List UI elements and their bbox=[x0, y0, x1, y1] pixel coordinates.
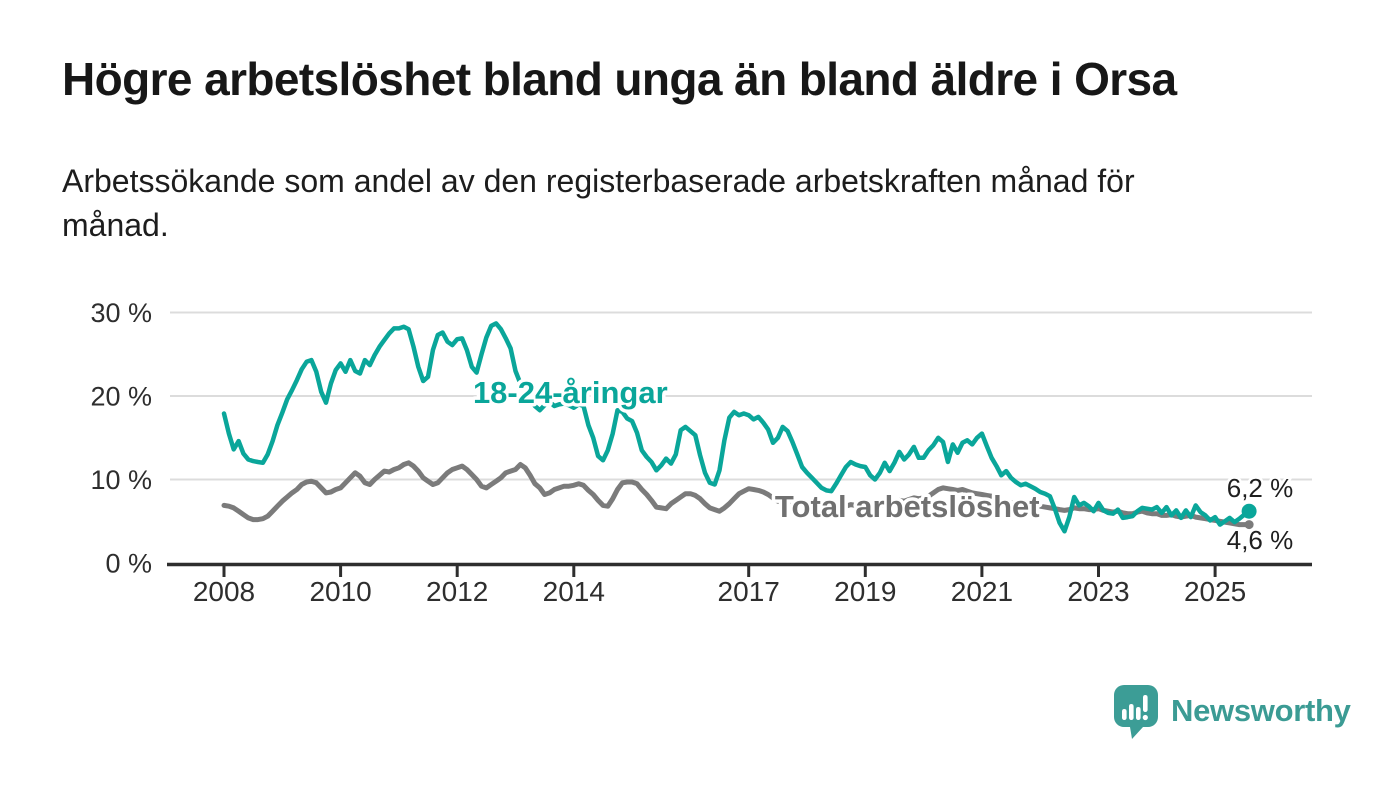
series-label-total: Total arbetslöshet bbox=[775, 489, 1040, 524]
y-tick-label-10: 10 % bbox=[90, 465, 152, 495]
series-end-dot-total bbox=[1244, 520, 1254, 530]
chart-subtitle: Arbetssökande som andel av den registerb… bbox=[62, 160, 1135, 248]
page-title: Högre arbetslöshet bland unga än bland ä… bbox=[62, 53, 1177, 105]
x-tick-label-2017: 2017 bbox=[718, 576, 780, 607]
x-tick-label-2008: 2008 bbox=[193, 576, 255, 607]
value-label-total: 4,6 % bbox=[1227, 525, 1294, 555]
subtitle-line-1: Arbetssökande som andel av den registerb… bbox=[62, 163, 1135, 199]
x-tick-label-2014: 2014 bbox=[543, 576, 605, 607]
x-tick-label-2019: 2019 bbox=[834, 576, 896, 607]
brand-name: Newsworthy bbox=[1171, 693, 1351, 728]
y-tick-label-20: 20 % bbox=[90, 382, 152, 412]
series-line-total bbox=[221, 460, 1252, 528]
newsworthy-logo-icon bbox=[1114, 685, 1158, 739]
value-label-young: 6,2 % bbox=[1227, 473, 1294, 503]
logo-bar-3 bbox=[1136, 707, 1141, 720]
series-label-young: 18-24-åringar bbox=[473, 375, 668, 410]
y-tick-label-0: 0 % bbox=[105, 549, 152, 579]
series-line-young bbox=[221, 321, 1252, 534]
logo-bar-1 bbox=[1122, 709, 1127, 720]
x-tick-label-2021: 2021 bbox=[951, 576, 1013, 607]
logo-exclamation-dot bbox=[1142, 714, 1148, 721]
subtitle-line-2: månad. bbox=[62, 206, 169, 243]
y-tick-label-30: 30 % bbox=[90, 298, 152, 328]
x-tick-label-2023: 2023 bbox=[1067, 576, 1129, 607]
logo-exclamation-bar bbox=[1143, 695, 1148, 712]
x-tick-label-2025: 2025 bbox=[1184, 576, 1246, 607]
series-end-dot-young bbox=[1241, 503, 1257, 519]
x-tick-label-2010: 2010 bbox=[309, 576, 371, 607]
newsworthy-logo: Newsworthy bbox=[1112, 684, 1351, 742]
x-tick-label-2012: 2012 bbox=[426, 576, 488, 607]
logo-bar-2 bbox=[1129, 704, 1134, 720]
